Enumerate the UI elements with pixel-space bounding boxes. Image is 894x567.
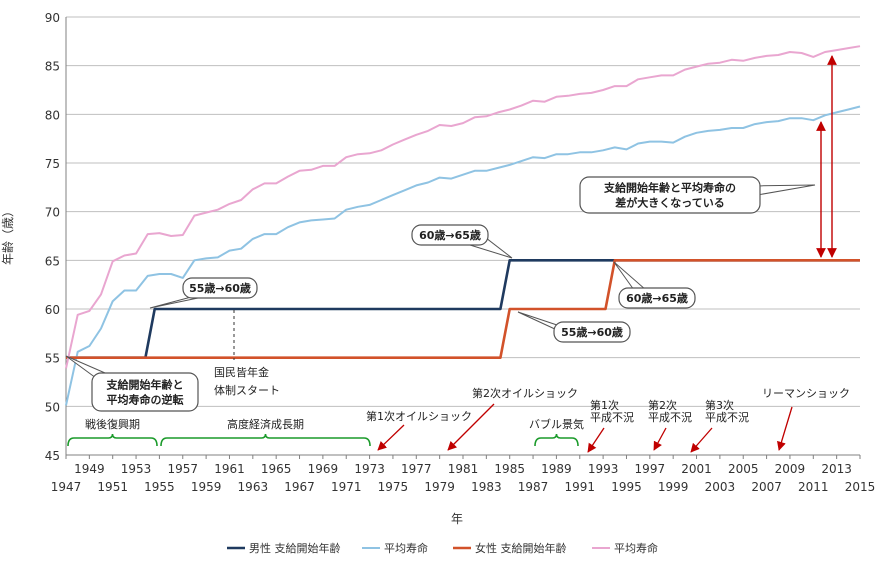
x-tick-label: 1995	[611, 480, 642, 494]
x-tick-label: 1953	[121, 462, 152, 476]
y-tick-label: 80	[45, 108, 60, 122]
event-heisei-1-label: 第1次平成不況	[590, 398, 634, 424]
svg-text:55歳→60歳: 55歳→60歳	[561, 325, 623, 339]
y-axis-ticks: 45 50 55 60 65 70 75 80 85 90	[45, 11, 60, 463]
x-tick-label: 1983	[471, 480, 502, 494]
x-tick-label: 1989	[541, 462, 572, 476]
x-tick-label: 1981	[448, 462, 479, 476]
event-lehman: リーマンショック	[762, 387, 850, 451]
legend-label: 平均寿命	[614, 541, 658, 555]
event-heisei-2-label: 第2次平成不況	[648, 398, 692, 424]
x-tick-label: 1969	[308, 462, 339, 476]
event-heisei-3: 第3次平成不況	[690, 398, 749, 453]
x-tick-label: 2005	[728, 462, 759, 476]
series-line-3	[65, 45, 861, 369]
y-tick-label: 75	[45, 157, 60, 171]
callout-reversal: 支給開始年齢と平均寿命の逆転	[65, 355, 199, 412]
period-growth-label: 高度経済成長期	[227, 417, 304, 431]
x-tick-label: 1967	[284, 480, 315, 494]
callout-male-60-65: 60歳→65歳	[411, 224, 513, 259]
x-tick-label: 1951	[97, 480, 128, 494]
svg-text:60歳→65歳: 60歳→65歳	[626, 291, 688, 305]
x-tick-label: 1997	[635, 462, 666, 476]
y-tick-label: 55	[45, 352, 60, 366]
y-tick-label: 85	[45, 60, 60, 74]
event-heisei-1: 第1次平成不況	[587, 398, 634, 453]
x-tick-label: 1947	[51, 480, 82, 494]
period-postwar: 戦後復興期	[67, 417, 158, 447]
x-tick-label: 1971	[331, 480, 362, 494]
y-tick-label: 50	[45, 400, 60, 414]
x-axis-label: 年	[451, 512, 463, 526]
callout-gap: 支給開始年齢と平均寿命の差が大きくなっている	[579, 176, 816, 214]
svg-text:支給開始年齢と平均寿命の逆転: 支給開始年齢と平均寿命の逆転	[106, 378, 184, 407]
x-tick-label: 1963	[238, 480, 269, 494]
x-tick-label: 1993	[588, 462, 619, 476]
x-tick-label: 1961	[214, 462, 245, 476]
event-heisei-3-label: 第3次平成不況	[705, 398, 749, 424]
y-tick-label: 65	[45, 254, 60, 268]
callout-male-55-60: 55歳→60歳	[149, 277, 258, 309]
legend-label: 女性 支給開始年齢	[475, 541, 567, 555]
callout-female-60-65: 60歳→65歳	[613, 261, 696, 309]
period-bubble: バブル景気	[529, 417, 584, 447]
y-axis-label: 年齢（歳）	[0, 205, 15, 265]
x-tick-label: 1955	[144, 480, 175, 494]
x-tick-label: 1987	[518, 480, 549, 494]
x-tick-label: 1957	[167, 462, 198, 476]
pension-start-label: 国民皆年金体制スタート	[214, 365, 280, 397]
x-tick-label: 2009	[775, 462, 806, 476]
y-tick-label: 70	[45, 206, 60, 220]
x-tick-label: 2001	[681, 462, 712, 476]
x-tick-label: 1991	[564, 480, 595, 494]
series-line-2	[66, 258, 860, 360]
period-growth: 高度経済成長期	[160, 417, 371, 447]
x-tick-label: 1999	[658, 480, 689, 494]
y-tick-label: 45	[45, 449, 60, 463]
x-tick-label: 2015	[845, 480, 876, 494]
x-tick-label: 1979	[424, 480, 455, 494]
period-brackets: 戦後復興期 高度経済成長期 バブル景気	[67, 417, 584, 447]
x-tick-label: 1985	[494, 462, 525, 476]
x-tick-label: 1949	[74, 462, 105, 476]
event-oil-shock-2: 第2次オイルショック	[447, 386, 578, 451]
x-axis-ticks: 1949 1953 1957 1961 1965 1969 1973 1977 1981 1985…	[51, 455, 876, 494]
y-tick-label: 90	[45, 11, 60, 25]
x-tick-label: 1973	[354, 462, 385, 476]
svg-text:支給開始年齢と平均寿命の差が大きくなっている: 支給開始年齢と平均寿命の差が大きくなっている	[603, 181, 736, 210]
legend: 男性 支給開始年齢 平均寿命 女性 支給開始年齢 平均寿命	[227, 541, 658, 555]
x-tick-label: 2013	[821, 462, 852, 476]
event-oil-shock-1: 第1次オイルショック	[366, 409, 472, 451]
event-oil-shock-1-label: 第1次オイルショック	[366, 409, 472, 423]
x-tick-label: 1977	[401, 462, 432, 476]
x-tick-label: 1975	[378, 480, 409, 494]
event-lehman-label: リーマンショック	[762, 387, 850, 400]
x-tick-label: 2007	[751, 480, 782, 494]
event-oil-shock-2-label: 第2次オイルショック	[472, 386, 578, 400]
event-heisei-2: 第2次平成不況	[648, 398, 692, 451]
series-line-1	[65, 105, 861, 406]
y-tick-label: 60	[45, 303, 60, 317]
legend-label: 平均寿命	[384, 541, 428, 555]
series-lines	[65, 45, 861, 406]
period-bubble-label: バブル景気	[529, 417, 584, 431]
callout-female-55-60: 55歳→60歳	[517, 311, 631, 343]
x-tick-label: 1965	[261, 462, 292, 476]
svg-text:60歳→65歳: 60歳→65歳	[419, 228, 481, 242]
x-tick-label: 2011	[798, 480, 829, 494]
x-tick-label: 2003	[705, 480, 736, 494]
x-tick-label: 1959	[191, 480, 222, 494]
legend-label: 男性 支給開始年齢	[249, 541, 341, 555]
period-postwar-label: 戦後復興期	[85, 417, 140, 431]
svg-text:55歳→60歳: 55歳→60歳	[189, 281, 251, 295]
